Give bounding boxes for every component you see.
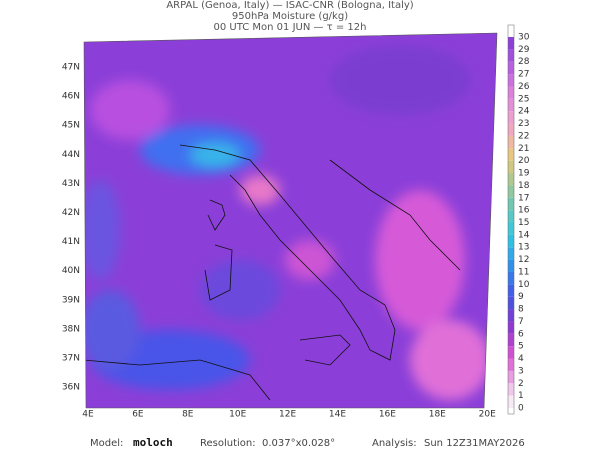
colorbar-label: 5 xyxy=(518,342,524,352)
colorbar-segment xyxy=(508,284,514,297)
colorbar-label: 1 xyxy=(518,391,524,401)
colorbar-label: 22 xyxy=(518,131,529,141)
colorbar-label: 15 xyxy=(518,218,529,228)
footer-label: Resolution: xyxy=(200,438,256,449)
lat-label: 43N xyxy=(62,179,80,189)
lon-label: 4E xyxy=(82,410,94,420)
lat-label: 40N xyxy=(62,266,80,276)
colorbar-label: 9 xyxy=(518,292,524,302)
colorbar-segment xyxy=(508,296,514,310)
colorbar-segment xyxy=(508,123,514,136)
footer-value: 0.037°x0.028° xyxy=(262,438,335,449)
lat-label: 39N xyxy=(62,295,80,305)
colorbar-label: 18 xyxy=(518,181,530,191)
colorbar-label: 23 xyxy=(518,119,529,129)
colorbar-label: 30 xyxy=(518,33,530,43)
colorbar-label: 10 xyxy=(518,280,530,290)
colorbar-label: 24 xyxy=(518,107,530,117)
colorbar-segment xyxy=(508,148,514,161)
colorbar-label: 25 xyxy=(518,94,529,104)
lat-label: 36N xyxy=(62,383,80,393)
colorbar-segment xyxy=(508,86,514,99)
colorbar-label: 20 xyxy=(518,156,530,166)
colorbar-label: 28 xyxy=(518,57,530,67)
colorbar-label: 7 xyxy=(518,317,524,327)
lat-label: 37N xyxy=(62,354,80,364)
footer-label: Model: xyxy=(90,438,123,449)
lon-label: 10E xyxy=(229,410,246,420)
map-field xyxy=(84,33,497,408)
colorbar-label: 19 xyxy=(518,169,530,179)
header-line: ARPAL (Genoa, Italy) — ISAC-CNR (Bologna… xyxy=(166,0,413,11)
colorbar-segment xyxy=(508,49,514,62)
colorbar-label: 2 xyxy=(518,379,524,389)
lat-label: 47N xyxy=(62,63,80,73)
colorbar-segment xyxy=(508,61,514,75)
colorbar-segment xyxy=(508,210,514,223)
colorbar-label: 16 xyxy=(518,206,530,216)
footer-value: moloch xyxy=(133,436,173,449)
colorbar-segment xyxy=(508,222,514,235)
colorbar-segment xyxy=(508,37,514,50)
colorbar-label: 6 xyxy=(518,329,524,339)
lon-label: 8E xyxy=(182,410,194,420)
colorbar-label: 0 xyxy=(518,404,524,414)
footer-label: Analysis: xyxy=(372,438,417,449)
colorbar-frame xyxy=(507,24,515,415)
lon-label: 6E xyxy=(132,410,144,420)
lat-label: 45N xyxy=(62,121,80,131)
colorbar-segment xyxy=(508,173,514,186)
colorbar-segment xyxy=(508,135,514,149)
colorbar-segment xyxy=(508,259,514,272)
colorbar-label: 29 xyxy=(518,45,530,55)
lon-label: 12E xyxy=(279,410,296,420)
colorbar-label: 8 xyxy=(518,305,524,315)
colorbar-segment xyxy=(508,346,514,359)
colorbar-segment xyxy=(508,234,514,248)
colorbar-segment xyxy=(508,395,514,408)
colorbar-label: 17 xyxy=(518,193,529,203)
colorbar-label: 13 xyxy=(518,243,529,253)
lon-label: 16E xyxy=(379,410,396,420)
colorbar-segment xyxy=(508,197,514,211)
lat-label: 38N xyxy=(62,324,80,334)
colorbar-segment xyxy=(508,111,514,124)
lon-label: 20E xyxy=(479,410,496,420)
colorbar-segment xyxy=(508,383,514,396)
lon-label: 14E xyxy=(329,410,346,420)
colorbar-label: 3 xyxy=(518,366,524,376)
colorbar-label: 14 xyxy=(518,230,530,240)
colorbar-segment xyxy=(508,333,514,347)
colorbar-segment xyxy=(508,271,514,285)
colorbar-segment xyxy=(508,309,514,322)
colorbar-label: 11 xyxy=(518,267,529,277)
colorbar-label: 27 xyxy=(518,70,529,80)
colorbar-label: 12 xyxy=(518,255,529,265)
colorbar-segment xyxy=(508,74,514,87)
lat-label: 46N xyxy=(62,92,80,102)
colorbar-segment xyxy=(508,321,514,334)
colorbar-segment xyxy=(508,160,514,174)
footer-value: Sun 12Z31MAY2026 xyxy=(424,438,525,449)
lat-label: 44N xyxy=(62,150,80,160)
colorbar-label: 21 xyxy=(518,144,529,154)
colorbar-segment xyxy=(508,185,514,198)
lat-label: 42N xyxy=(62,208,80,218)
header-line: 950hPa Moisture (g/kg) xyxy=(232,11,348,22)
colorbar-label: 26 xyxy=(518,82,530,92)
colorbar-segment xyxy=(508,247,514,260)
header-line: 00 UTC Mon 01 JUN — τ = 12h xyxy=(214,22,367,33)
colorbar-segment xyxy=(508,358,514,371)
colorbar-label: 4 xyxy=(518,354,524,364)
colorbar-segment xyxy=(508,98,514,112)
lon-label: 18E xyxy=(429,410,446,420)
colorbar-segment xyxy=(508,370,514,384)
lat-label: 41N xyxy=(62,237,80,247)
